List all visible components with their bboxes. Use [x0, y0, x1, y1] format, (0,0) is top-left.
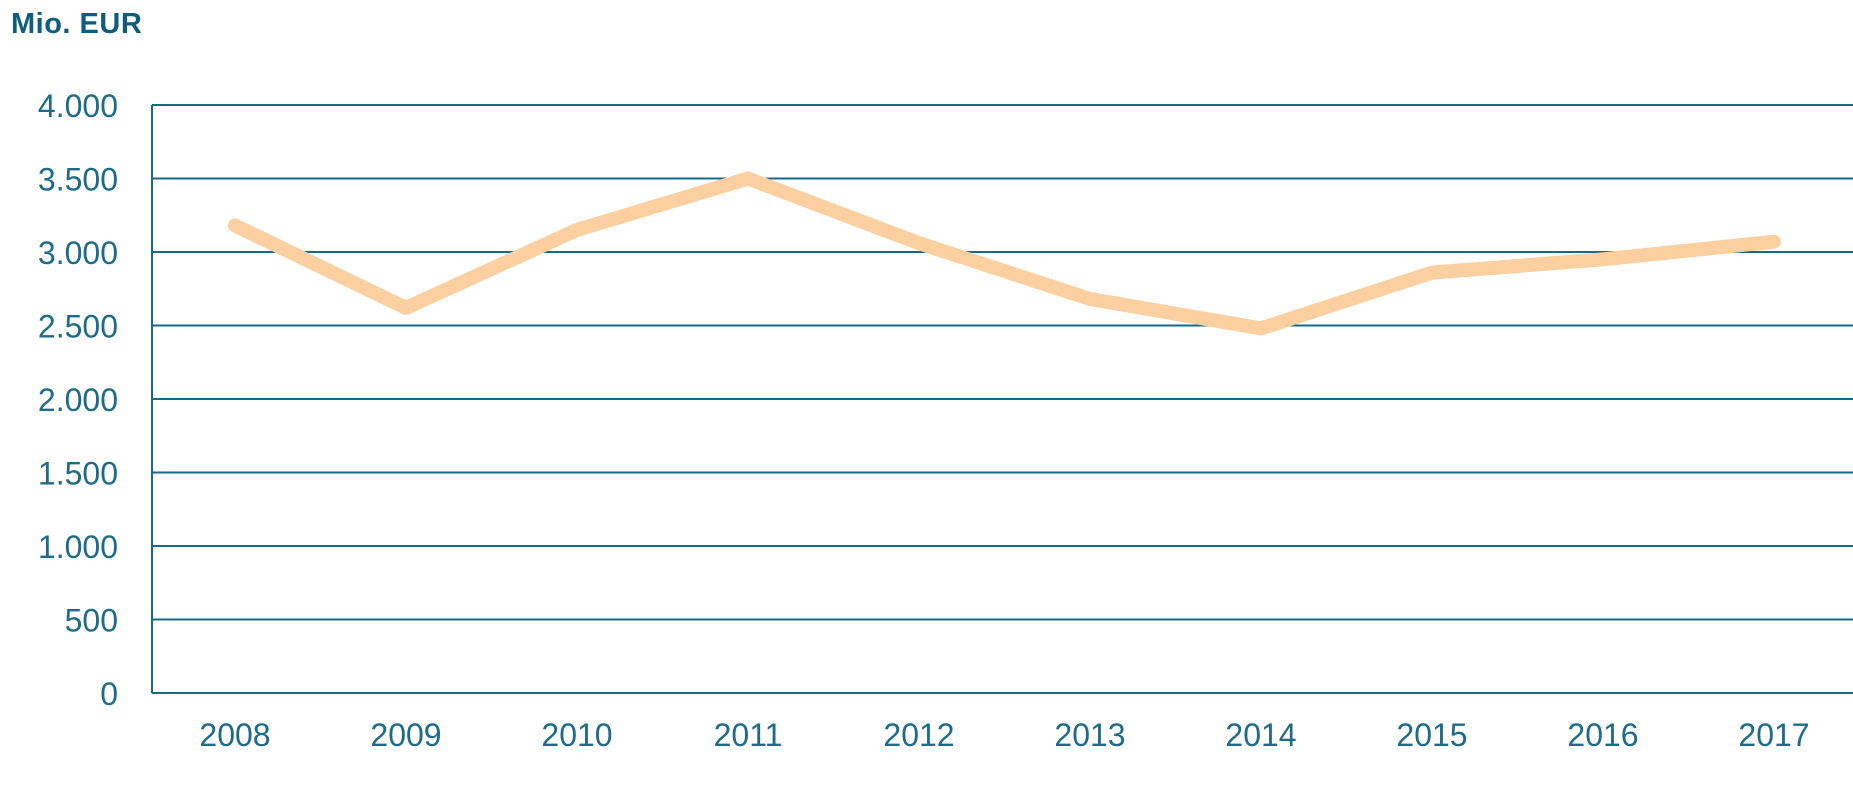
- x-axis-label: 2011: [714, 717, 783, 753]
- x-axis-label: 2009: [370, 717, 441, 753]
- x-axis-label: 2013: [1054, 717, 1125, 753]
- x-axis-label: 2015: [1396, 717, 1467, 753]
- y-axis-label: 2.500: [38, 309, 118, 345]
- x-axis-label: 2017: [1738, 717, 1809, 753]
- y-axis-label: 1.000: [38, 529, 118, 565]
- y-axis-label: 0: [100, 676, 118, 712]
- y-axis-label: 3.500: [38, 162, 118, 198]
- x-axis-label: 2008: [199, 717, 270, 753]
- x-axis-label: 2014: [1225, 717, 1296, 753]
- x-axis-label: 2012: [883, 717, 954, 753]
- y-axis-label: 2.000: [38, 382, 118, 418]
- y-axis-label: 1.500: [38, 456, 118, 492]
- x-axis-label: 2010: [541, 717, 612, 753]
- y-axis-label: 3.000: [38, 235, 118, 271]
- y-axis-label: 4.000: [38, 88, 118, 124]
- chart-title: Mio. EUR: [11, 8, 143, 40]
- y-axis-label: 500: [65, 603, 118, 639]
- data-line: [228, 171, 1781, 336]
- x-axis-label: 2016: [1567, 717, 1638, 753]
